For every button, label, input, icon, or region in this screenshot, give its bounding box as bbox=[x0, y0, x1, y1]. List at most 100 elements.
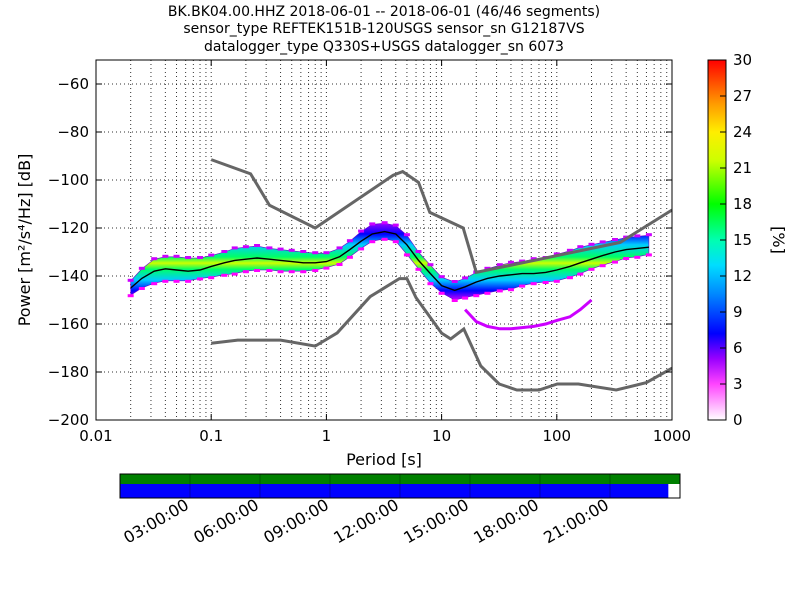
psd-density-cell bbox=[288, 248, 295, 252]
psd-density-cell bbox=[566, 248, 573, 252]
psd-coverage-bar bbox=[120, 484, 669, 498]
y-tick-label: −100 bbox=[48, 171, 89, 189]
x-tick-label: 1000 bbox=[653, 427, 691, 445]
y-tick-label: −80 bbox=[57, 123, 89, 141]
psd-density-cell bbox=[645, 233, 652, 237]
colorbar-tick-label: 18 bbox=[733, 195, 752, 213]
title-line-2: sensor_type REFTEK151B-120USGS sensor_sn… bbox=[183, 21, 584, 37]
time-tick-label: 15:00:00 bbox=[400, 495, 472, 547]
colorbar-tick-label: 9 bbox=[733, 303, 743, 321]
time-coverage: 03:00:0006:00:0009:00:0012:00:0015:00:00… bbox=[119, 473, 681, 547]
psd-density-cell bbox=[336, 246, 343, 250]
colorbar-tick-label: 21 bbox=[733, 159, 752, 177]
x-tick-label: 100 bbox=[542, 427, 571, 445]
psd-density-cell bbox=[346, 255, 353, 259]
psd-density-cell bbox=[530, 257, 537, 261]
psd-density-cell bbox=[392, 240, 399, 244]
psd-density-cell bbox=[173, 254, 180, 258]
psd-density-cell bbox=[392, 223, 399, 227]
psd-density-cell bbox=[208, 276, 215, 280]
time-tick-label: 18:00:00 bbox=[470, 495, 542, 547]
chart-title: BK.BK04.00.HHZ 2018-06-01 -- 2018-06-01 … bbox=[168, 4, 600, 55]
psd-density-cell bbox=[162, 254, 169, 258]
colorbar-tick-label: 6 bbox=[733, 339, 743, 357]
colorbar-tick-label: 0 bbox=[733, 411, 743, 429]
psd-density-cell bbox=[451, 299, 458, 302]
psd-density-cell bbox=[277, 247, 284, 251]
psd-density-cell bbox=[381, 221, 388, 225]
psd-density-cell bbox=[336, 263, 343, 266]
psd-density-cell bbox=[138, 266, 145, 270]
psd-density-cell bbox=[427, 282, 434, 286]
psd-density-cell bbox=[358, 247, 365, 251]
time-tick-label: 06:00:00 bbox=[190, 495, 262, 547]
y-tick-label: −140 bbox=[48, 267, 89, 285]
psd-density-cell bbox=[415, 250, 422, 253]
psd-density-cell bbox=[611, 260, 618, 264]
psd-density-cell bbox=[484, 291, 491, 295]
psd-density-cell bbox=[369, 240, 376, 244]
title-line-3: datalogger_type Q330S+USGS datalogger_sn… bbox=[204, 39, 564, 55]
y-tick-label: −180 bbox=[48, 363, 89, 381]
colorbar-label: [%] bbox=[769, 226, 788, 254]
psd-density-cell bbox=[323, 251, 330, 255]
x-tick-label: 0.1 bbox=[199, 427, 223, 445]
psd-density-cell bbox=[566, 276, 573, 280]
colorbar-tick-label: 15 bbox=[733, 231, 752, 249]
psd-density-cell bbox=[496, 289, 503, 293]
psd-density-cell bbox=[151, 282, 158, 286]
y-tick-label: −160 bbox=[48, 315, 89, 333]
colorbar-tick-label: 27 bbox=[733, 87, 752, 105]
colorbar-tick-label: 12 bbox=[733, 267, 752, 285]
psd-density-cell bbox=[381, 237, 388, 241]
psd-density-cell bbox=[231, 246, 238, 250]
median-psd-line bbox=[130, 230, 649, 292]
psd-density-cell bbox=[127, 294, 134, 298]
psd-density-cell bbox=[221, 273, 228, 277]
colorbar-ticks: 0 3 6 9 12 15 18 21 24 27 30 bbox=[720, 51, 752, 429]
psd-density-cell bbox=[634, 234, 641, 238]
psd-density-cell bbox=[542, 281, 549, 284]
psd-density-cell bbox=[415, 267, 422, 271]
psd-density-cell bbox=[484, 266, 491, 270]
psd-density-cell bbox=[438, 291, 445, 295]
psd-density-cell bbox=[588, 267, 595, 271]
psd-density-cell bbox=[634, 255, 641, 259]
psd-density-cell bbox=[645, 253, 652, 257]
psd-density-cell bbox=[577, 272, 584, 276]
model-lines bbox=[130, 158, 672, 392]
psd-density-cell bbox=[288, 270, 295, 274]
y-tick-label: −60 bbox=[57, 75, 89, 93]
psd-density-cell bbox=[300, 250, 307, 253]
x-tick-label: 0.01 bbox=[79, 427, 112, 445]
psd-density-cell bbox=[312, 251, 319, 255]
psd-density-cell bbox=[231, 272, 238, 276]
psd-density-cell bbox=[611, 238, 618, 241]
psd-density-cell bbox=[254, 269, 261, 272]
psd-density-cell bbox=[185, 256, 192, 259]
low-noise-model-line bbox=[211, 277, 672, 392]
psd-density-cell bbox=[451, 280, 458, 283]
psd-density-cell bbox=[623, 257, 630, 260]
psd-density-cell bbox=[346, 239, 353, 243]
psd-density-cell bbox=[208, 253, 215, 257]
y-tick-label: −200 bbox=[48, 411, 89, 429]
psd-density-cell bbox=[197, 256, 204, 259]
psd-density-cell bbox=[266, 269, 273, 272]
psd-density-cell bbox=[173, 279, 180, 283]
psd-density-cell bbox=[462, 276, 469, 280]
psd-density-cell bbox=[577, 245, 584, 249]
y-axis-label: Power [m²/s⁴/Hz] [dB] bbox=[15, 154, 34, 327]
plot-frame bbox=[95, 59, 673, 421]
psd-density-cell bbox=[254, 244, 261, 247]
psd-density-cell bbox=[427, 263, 434, 267]
psd-density-cell bbox=[266, 246, 273, 250]
x-tick-label: 1 bbox=[322, 427, 332, 445]
psd-density-cell bbox=[242, 245, 249, 249]
psd-density-cell bbox=[300, 270, 307, 274]
colorbar-tick-label: 3 bbox=[733, 375, 743, 393]
time-tick-label: 09:00:00 bbox=[260, 495, 332, 547]
psd-density-cell bbox=[553, 279, 560, 283]
psd-density-cell bbox=[185, 279, 192, 283]
